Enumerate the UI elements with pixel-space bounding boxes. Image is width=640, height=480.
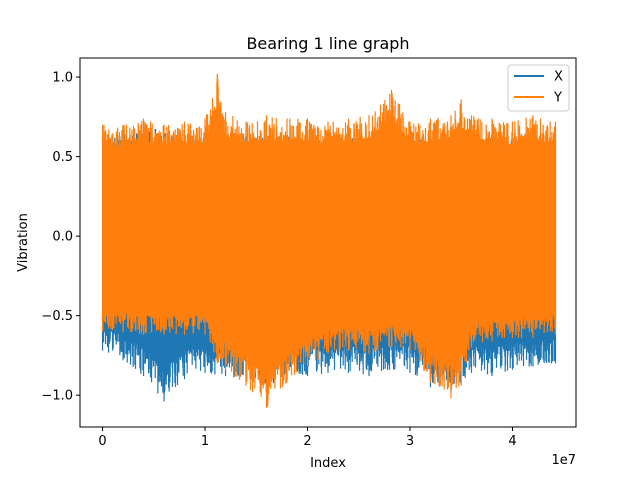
x-tick-label: 1	[201, 434, 209, 449]
x-tick-label: 4	[508, 434, 516, 449]
x-tick-label: 2	[303, 434, 311, 449]
legend-label-x: X	[554, 70, 563, 85]
y-axis: −1.0 −0.5 0.0 0.5 1.0	[41, 71, 80, 404]
series-layer	[101, 73, 557, 408]
y-tick-label: 0.0	[52, 230, 73, 245]
x-tick-label: 0	[98, 434, 106, 449]
x-axis-label: Index	[310, 456, 346, 471]
chart-title: Bearing 1 line graph	[246, 34, 409, 53]
x-axis: 0 1 2 3 4	[98, 427, 517, 449]
plot-frame	[79, 57, 577, 428]
y-tick-label: 0.5	[52, 150, 73, 165]
series-line-y	[101, 73, 557, 408]
legend-label-y: Y	[553, 91, 562, 106]
x-axis-offset-text: 1e7	[551, 453, 576, 468]
y-tick-label: −1.0	[41, 389, 73, 404]
y-axis-label: Vibration	[16, 213, 31, 272]
legend: X Y	[507, 64, 570, 112]
x-tick-label: 3	[406, 434, 414, 449]
y-tick-label: 1.0	[52, 71, 73, 86]
y-tick-label: −0.5	[41, 309, 73, 324]
plot-area	[79, 57, 577, 428]
